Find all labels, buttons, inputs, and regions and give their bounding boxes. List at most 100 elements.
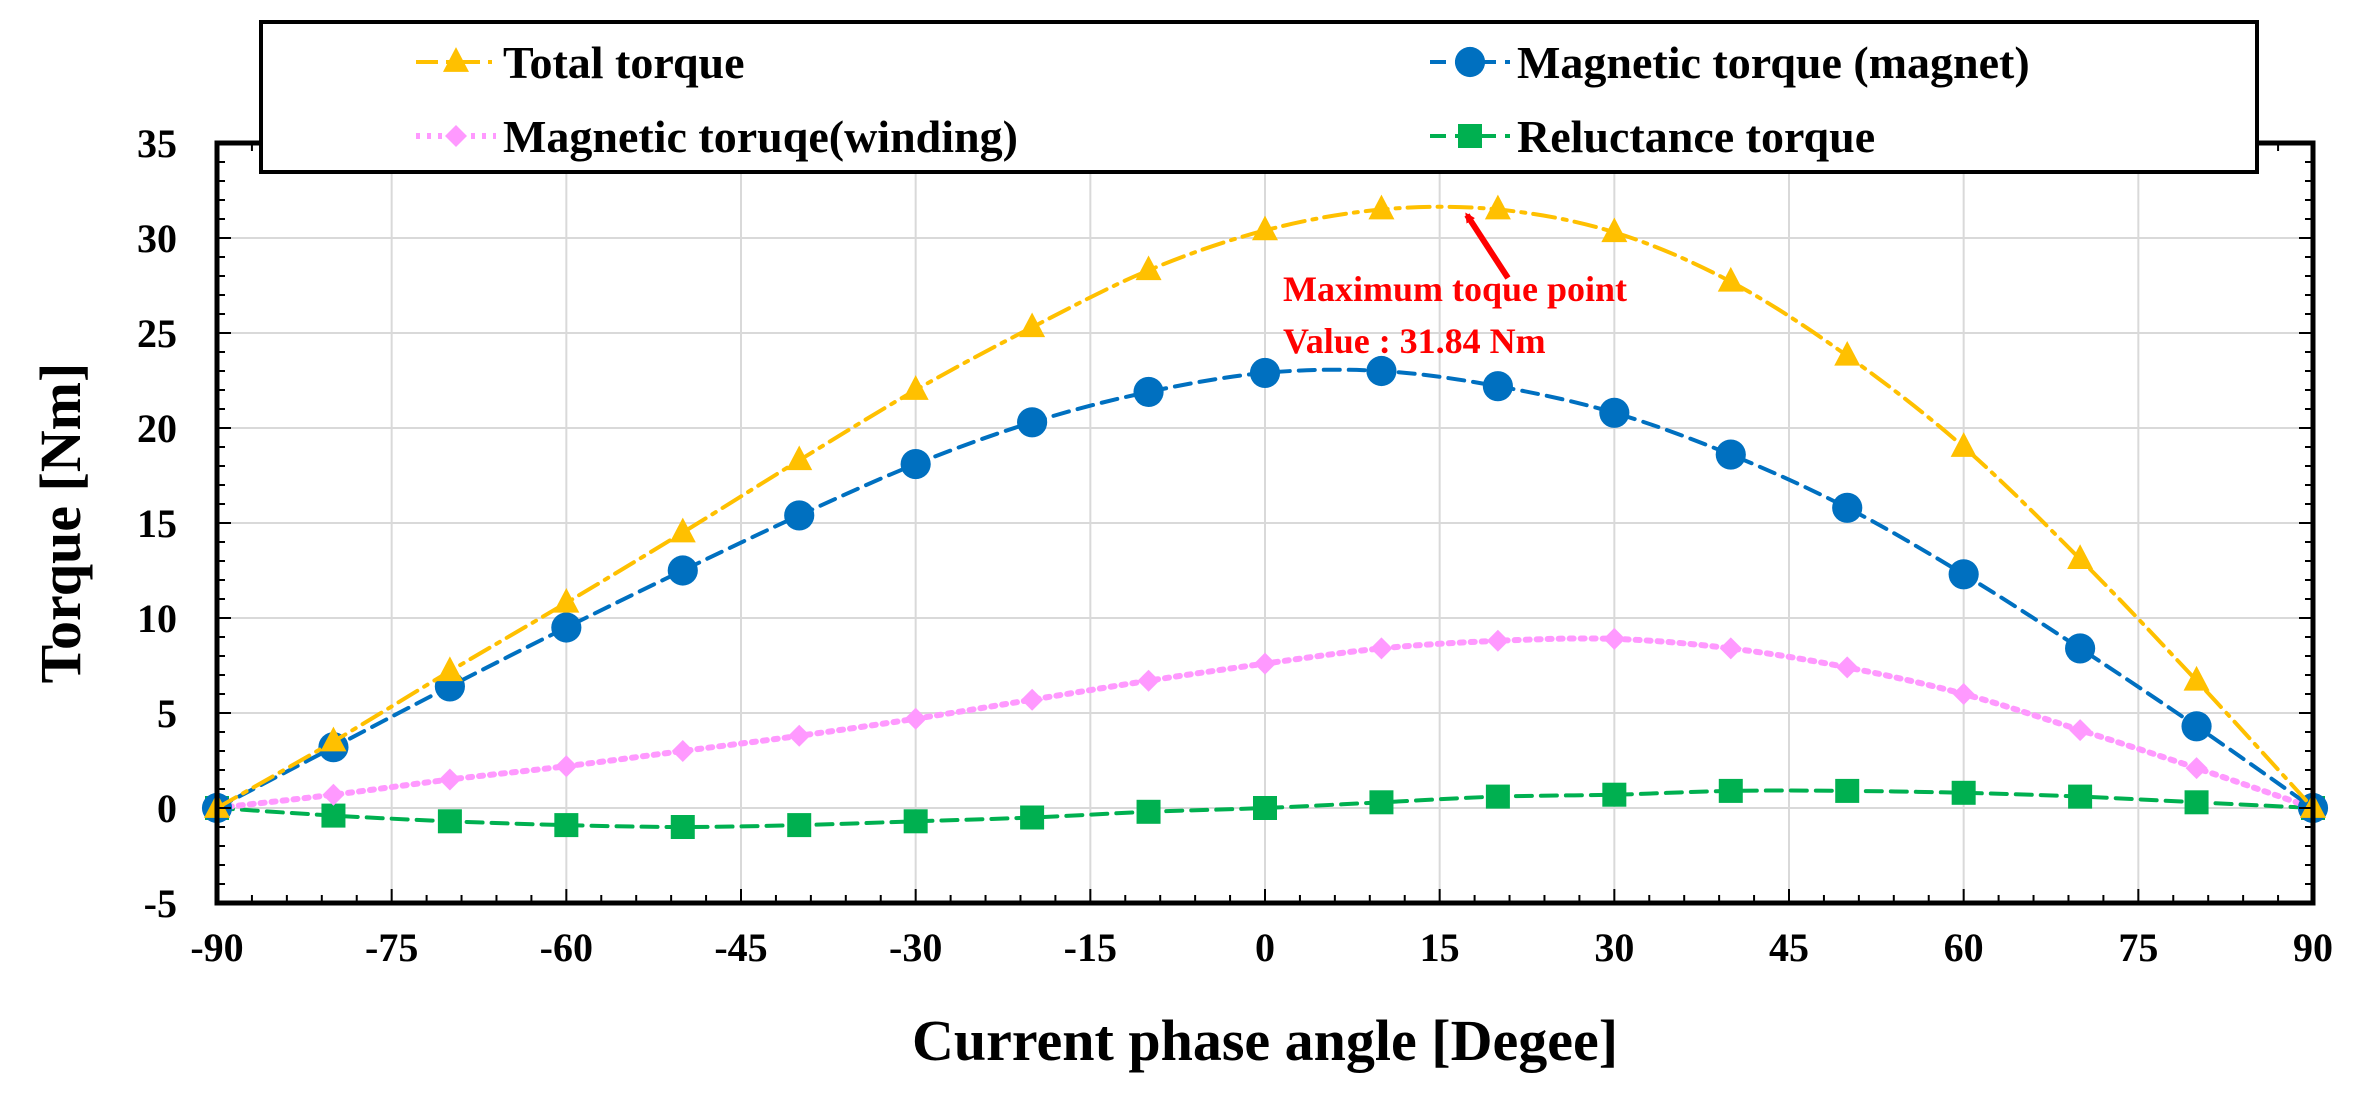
data-point	[1835, 778, 1860, 803]
data-point	[1832, 492, 1863, 523]
x-axis-title: Current phase angle [Degee]	[912, 1008, 1618, 1073]
data-point	[1715, 439, 1746, 470]
y-tick-label: 25	[137, 311, 177, 356]
data-point	[1254, 652, 1276, 675]
data-point	[1019, 312, 1046, 338]
series-layer	[201, 194, 2329, 839]
annotation-line-2: Value : 31.84 Nm	[1283, 321, 1546, 361]
x-tick-label: 0	[1255, 925, 1275, 970]
grid	[216, 142, 2314, 904]
x-tick-label: 45	[1769, 925, 1809, 970]
x-tick-label: 60	[1944, 925, 1984, 970]
x-tick-label: -30	[889, 925, 942, 970]
tick-labels: -90 -75 -60 -45 -30 -15 0 15 30 45 60 75 90 -5 0 5 10 15 2…	[137, 121, 2333, 970]
x-tick-label: 90	[2293, 925, 2333, 970]
data-point	[1836, 656, 1859, 679]
y-tick-label: -5	[144, 881, 177, 926]
data-point	[1368, 194, 1395, 220]
data-point	[1834, 340, 1861, 366]
data-point	[553, 587, 580, 613]
legend-label-reluctance-torque: Reluctance torque	[1517, 111, 1875, 162]
y-tick-label: 10	[137, 596, 177, 641]
x-tick-label: -15	[1064, 925, 1117, 970]
x-tick-label: -90	[190, 925, 243, 970]
data-point	[2065, 633, 2096, 664]
data-point	[438, 768, 461, 791]
data-point	[1249, 357, 1281, 388]
y-tick-label: 35	[137, 121, 177, 166]
y-tick-label: 5	[157, 691, 177, 736]
data-point	[669, 517, 696, 543]
data-point	[1486, 629, 1509, 652]
y-tick-label: 30	[137, 216, 177, 261]
data-point	[904, 707, 927, 730]
data-point	[2069, 719, 2092, 742]
y-tick-label: 0	[157, 786, 177, 831]
data-point	[1952, 683, 1975, 705]
data-point	[1020, 805, 1045, 830]
data-point	[903, 809, 928, 834]
data-point	[2185, 757, 2208, 780]
data-point	[671, 740, 694, 762]
legend-label-winding-torque: Magnetic toruqe(winding)	[503, 111, 1018, 162]
data-point	[321, 803, 346, 828]
annotation-arrow	[1464, 212, 1511, 280]
data-point	[322, 783, 345, 806]
data-point	[1718, 778, 1743, 803]
data-point	[551, 612, 582, 643]
data-point	[788, 724, 811, 747]
series-0	[204, 194, 2326, 818]
data-point	[436, 656, 463, 682]
data-point	[1602, 782, 1627, 807]
y-tick-label: 20	[137, 406, 177, 451]
data-point	[1717, 266, 1744, 292]
x-tick-label: 15	[1420, 925, 1460, 970]
data-point	[1370, 637, 1393, 660]
data-point	[900, 449, 931, 480]
data-point	[1366, 355, 1397, 387]
data-point	[555, 755, 578, 778]
data-point	[1369, 790, 1394, 815]
y-tick-label: 15	[137, 501, 177, 546]
data-point	[2183, 665, 2210, 691]
data-point	[2184, 790, 2209, 815]
data-point	[1482, 371, 1513, 402]
legend-swatch-marker	[443, 47, 469, 72]
data-point	[902, 375, 929, 400]
data-point	[1484, 194, 1511, 220]
data-point	[2067, 544, 2094, 569]
x-tick-label: 75	[2118, 925, 2158, 970]
legend: Total torque Magnetic torque (magnet) Ma…	[259, 20, 2259, 174]
legend-box	[259, 20, 2259, 174]
legend-label-total-torque: Total torque	[503, 37, 745, 88]
x-tick-label: -60	[540, 925, 593, 970]
annotation-line-1: Maximum toque point	[1283, 269, 1627, 309]
data-point	[554, 813, 579, 838]
data-point	[1601, 217, 1628, 243]
max-torque-annotation: Maximum toque point Value : 31.84 Nm	[1283, 212, 1627, 361]
x-tick-label: -45	[714, 925, 767, 970]
data-point	[1485, 784, 1510, 809]
data-point	[1017, 407, 1048, 438]
x-tick-label: 30	[1594, 925, 1634, 970]
x-tick-label: -75	[365, 925, 418, 970]
data-point	[1603, 627, 1626, 650]
data-point	[1951, 780, 1976, 805]
data-point	[1136, 799, 1161, 824]
data-point	[787, 813, 812, 838]
data-point	[1950, 432, 1977, 457]
data-point	[437, 809, 462, 834]
legend-label-magnet-torque: Magnetic torque (magnet)	[1517, 37, 2030, 88]
data-point	[784, 500, 815, 531]
y-axis-title: Torque [Nm]	[28, 363, 93, 684]
data-point	[1253, 796, 1277, 820]
data-point	[1135, 255, 1162, 281]
legend-swatch-marker	[1458, 124, 1482, 148]
data-point	[786, 445, 813, 471]
series-2	[206, 627, 2324, 819]
data-point	[667, 555, 698, 586]
data-point	[1719, 637, 1742, 660]
legend-swatch-marker	[1454, 46, 1486, 78]
data-point	[1948, 559, 1979, 590]
